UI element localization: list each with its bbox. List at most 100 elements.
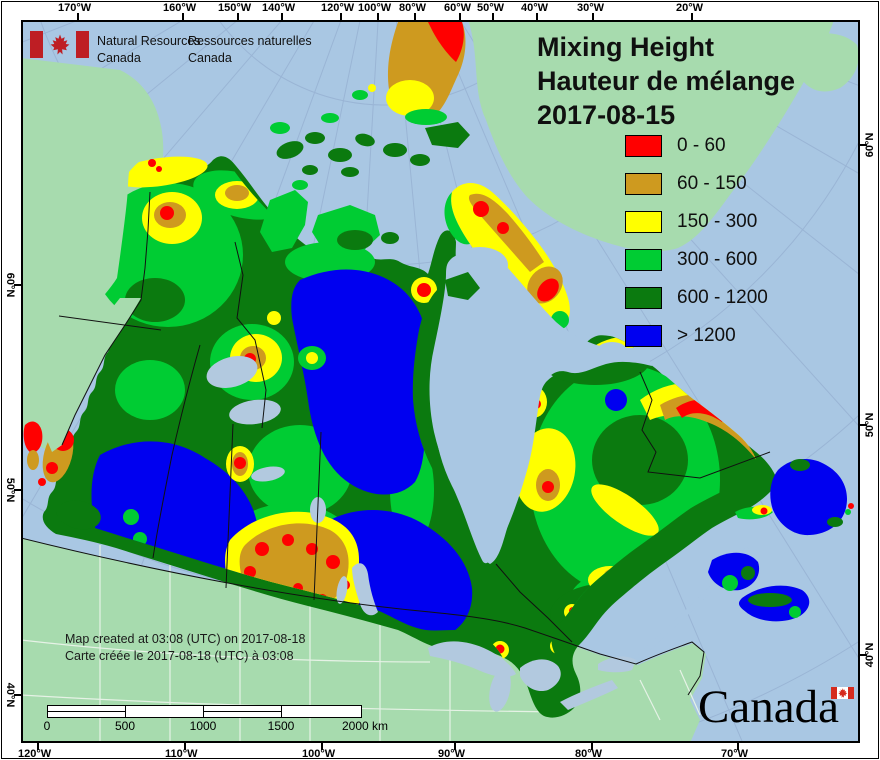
tick-mark <box>182 13 184 20</box>
tick-mark <box>281 13 283 20</box>
creation-note-fr: Carte créée le 2017-08-18 (UTC) à 03:08 <box>65 649 294 663</box>
legend-row: 300 - 600 <box>625 249 768 271</box>
legend-row: 0 - 60 <box>625 135 768 157</box>
bc-ab-border <box>152 344 201 559</box>
tick-mark <box>691 13 693 20</box>
legend: 0 - 60 60 - 150 150 - 300 300 - 600 600 … <box>625 135 768 363</box>
title-date: 2017-08-15 <box>537 100 676 130</box>
legend-label: 600 - 1200 <box>677 287 768 308</box>
tick-mark <box>14 284 21 286</box>
tick-mark <box>340 13 342 20</box>
legend-swatch <box>625 249 662 271</box>
tick-mark <box>737 743 739 750</box>
axis-label-top: 120°W <box>321 2 355 14</box>
tick-mark <box>237 13 239 20</box>
axis-label-bottom: 80°W <box>575 748 603 760</box>
tick-mark <box>14 694 21 696</box>
scale-label: 1500 <box>267 719 295 733</box>
scale-bar <box>47 705 362 718</box>
scale-label: 0 <box>43 719 51 733</box>
tick-mark <box>860 144 867 146</box>
axis-label-top: 30°W <box>577 2 605 14</box>
southampton-island <box>445 272 480 300</box>
scale-label: 500 <box>114 719 136 733</box>
on-qc-border <box>495 563 573 643</box>
tick-mark <box>77 13 79 20</box>
axis-label-top: 80°W <box>399 2 427 14</box>
tick-mark <box>860 654 867 656</box>
legend-swatch <box>625 173 662 195</box>
legend-row: 600 - 1200 <box>625 287 768 309</box>
tick-mark <box>860 424 867 426</box>
mixing-height-map <box>21 20 860 743</box>
tick-mark <box>414 13 416 20</box>
wordmark-flag-icon <box>831 687 854 699</box>
arctic-islands <box>260 22 570 329</box>
tick-mark <box>592 13 594 20</box>
legend-label: 0 - 60 <box>677 135 726 156</box>
borders <box>21 191 771 696</box>
tick-mark <box>14 489 21 491</box>
axis-label-top: 150°W <box>218 2 252 14</box>
axis-label-top: 20°W <box>676 2 704 14</box>
axis-label-top: 60°W <box>444 2 472 14</box>
agency-name-en: Natural Resources Canada <box>97 34 201 65</box>
tick-mark <box>591 743 593 750</box>
haida-gwaii <box>23 421 43 453</box>
scale-label: 2000 km <box>341 719 389 733</box>
map-title: Mixing Height Hauteur de mélange 2017-08… <box>537 30 795 132</box>
axis-label-top: 100°W <box>358 2 392 14</box>
legend-label: 60 - 150 <box>677 173 747 194</box>
axis-label-top: 140°W <box>262 2 296 14</box>
tick-mark <box>37 743 39 750</box>
lake-michigan <box>489 668 511 712</box>
legend-label: 300 - 600 <box>677 249 758 270</box>
agency-name-fr: Ressources naturelles Canada <box>188 34 312 65</box>
legend-row: 150 - 300 <box>625 211 768 233</box>
map-canvas <box>21 20 860 743</box>
tick-mark <box>321 743 323 750</box>
legend-row: > 1200 <box>625 325 768 347</box>
axis-label-bottom: 120°W <box>18 748 52 760</box>
axis-label-top: 50°W <box>477 2 505 14</box>
great-slave-lake <box>229 399 281 425</box>
lake-ontario <box>598 656 636 673</box>
creation-note: Map created at 03:08 (UTC) on 2017-08-18… <box>65 631 305 665</box>
great-bear-lake <box>206 356 258 388</box>
creation-note-en: Map created at 03:08 (UTC) on 2017-08-18 <box>65 632 306 646</box>
canada-flag-icon <box>30 31 89 58</box>
axis-label-top: 40°W <box>521 2 549 14</box>
legend-label: 150 - 300 <box>677 211 758 232</box>
canada-us-border <box>21 537 705 696</box>
axis-label-bottom: 110°W <box>165 748 198 760</box>
tick-mark <box>454 743 456 750</box>
canada-wordmark: Canada <box>698 681 839 733</box>
axis-label-bottom: 70°W <box>721 748 749 760</box>
lake-winnipeg <box>352 563 378 616</box>
tick-mark <box>184 743 186 750</box>
legend-swatch <box>625 325 662 347</box>
newfoundland <box>770 458 848 536</box>
lake-erie <box>560 680 618 710</box>
iceland <box>795 33 859 92</box>
scale-label: 1000 <box>189 719 217 733</box>
title-en: Mixing Height <box>537 32 714 62</box>
alaska <box>21 58 164 451</box>
qc-nl-border <box>639 371 771 479</box>
new-brunswick <box>708 552 760 591</box>
legend-swatch <box>625 135 662 157</box>
legend-label: > 1200 <box>677 325 736 346</box>
atlantic-region <box>23 421 854 622</box>
axis-label-bottom: 100°W <box>302 748 336 760</box>
axis-label-bottom: 90°W <box>438 748 466 760</box>
tick-mark <box>459 13 461 20</box>
title-fr: Hauteur de mélange <box>537 66 796 96</box>
vancouver-island <box>56 500 101 530</box>
nwt-nunavut-border <box>234 241 267 429</box>
lake-superior <box>428 641 516 677</box>
legend-swatch <box>625 287 662 309</box>
legend-row: 60 - 150 <box>625 173 768 195</box>
lake-huron <box>520 659 561 692</box>
